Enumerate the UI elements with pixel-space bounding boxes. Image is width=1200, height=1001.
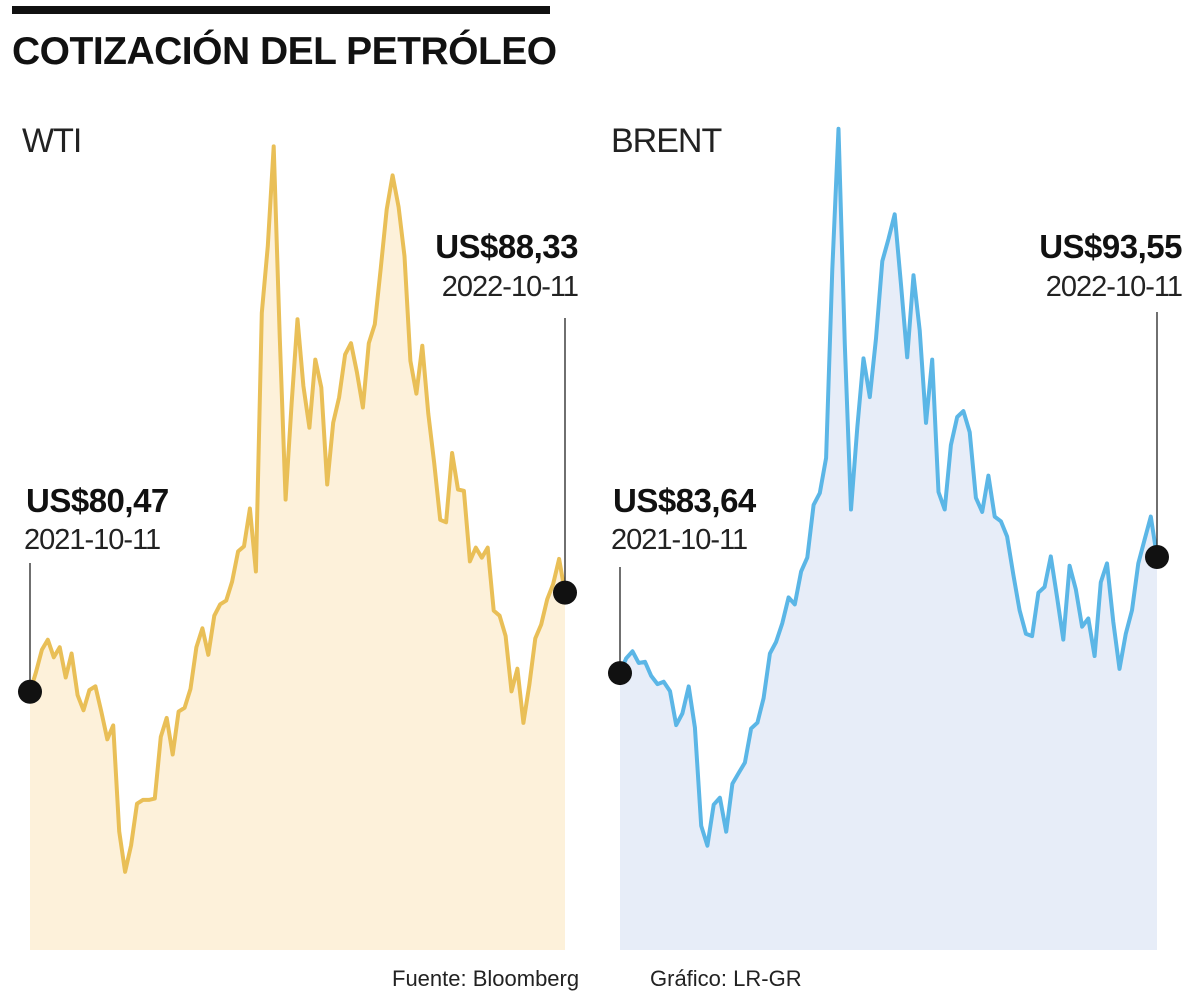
brent-series-line (618, 126, 1159, 848)
page-title: COTIZACIÓN DEL PETRÓLEO (12, 30, 557, 73)
brent-start-value: US$83,64 (613, 482, 756, 519)
title-rule (12, 6, 550, 14)
source-note: Fuente: Bloomberg (392, 966, 580, 991)
wti-chart (18, 144, 577, 950)
brent-end-point (1145, 544, 1169, 569)
wti-start-date: 2021-10-11 (24, 524, 161, 556)
brent-area (620, 128, 1157, 951)
wti-end-point (553, 580, 577, 605)
brent-start-point (608, 661, 632, 686)
brent-end-date: 2022-10-11 (1045, 271, 1183, 303)
wti-series-line (28, 144, 567, 874)
brent-chart (608, 126, 1169, 951)
brent-start-date: 2021-10-11 (611, 524, 748, 556)
wti-start-value: US$80,47 (26, 482, 169, 519)
brent-chart-label: BRENT (611, 122, 722, 160)
brent-end-value: US$93,55 (1039, 228, 1182, 265)
wti-start-point (18, 679, 42, 704)
wti-area (30, 146, 565, 950)
wti-end-date: 2022-10-11 (441, 271, 579, 303)
wti-end-value: US$88,33 (435, 228, 578, 265)
credit-note: Gráfico: LR-GR (650, 966, 802, 991)
wti-chart-label: WTI (22, 122, 82, 160)
